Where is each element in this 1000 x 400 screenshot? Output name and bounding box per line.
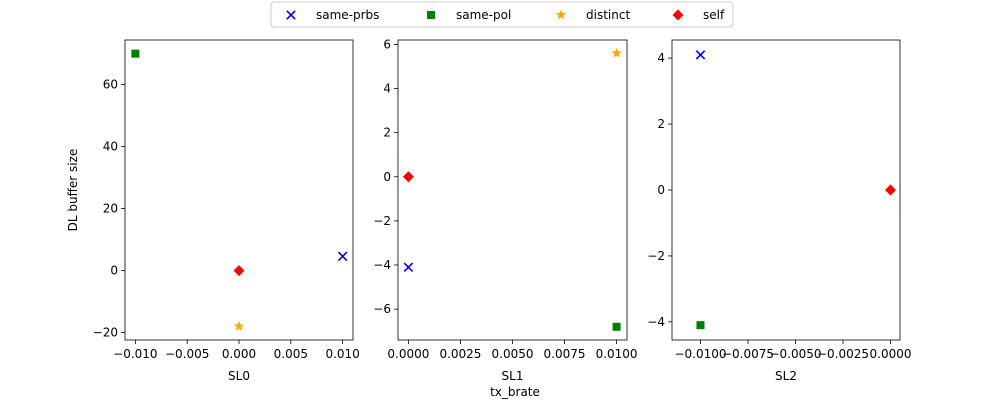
y-tick-label: 4 (383, 82, 391, 96)
point-same-prbs-stroke-b (695, 50, 706, 60)
legend-item-distinct: distinct (555, 8, 630, 22)
legend-label: same-prbs (316, 8, 379, 22)
y-tick-label: −20 (93, 326, 118, 340)
legend-label: self (703, 8, 725, 22)
y-tick-label: −4 (373, 258, 391, 272)
point-self (233, 265, 245, 277)
legend-marker-same-prbs-stroke-b (286, 10, 296, 20)
x-axis-label: SL0 (228, 369, 250, 383)
y-axis-label: DL buffer size (66, 149, 80, 232)
legend-marker-self (672, 9, 684, 21)
shared-x-axis-label: tx_brate (490, 385, 540, 399)
legend-marker-distinct (555, 9, 567, 20)
legend-item-same-pol: same-pol (427, 8, 511, 22)
point-same-prbs (695, 50, 706, 60)
y-tick-label: 4 (657, 51, 665, 65)
x-tick-label: 0.0025 (439, 347, 481, 361)
x-tick-label: 0.0050 (492, 347, 534, 361)
x-tick-label: 0.005 (274, 347, 308, 361)
x-axis-label: SL1 (502, 369, 524, 383)
y-tick-label: 0 (657, 183, 665, 197)
axes-frame (124, 39, 354, 341)
point-self (885, 184, 896, 196)
legend-label: distinct (586, 8, 630, 22)
x-tick-label: −0.010 (113, 347, 157, 361)
x-tick-label: −0.0100 (674, 347, 726, 361)
x-tick-label: 0.0075 (544, 347, 586, 361)
x-tick-label: −0.0075 (722, 347, 774, 361)
y-tick-label: 20 (103, 202, 118, 216)
x-tick-label: −0.0050 (769, 347, 821, 361)
y-tick-label: −6 (373, 302, 391, 316)
point-same-pol (612, 322, 621, 331)
legend-item-same-prbs: same-prbs (286, 8, 379, 22)
point-self (402, 171, 414, 183)
x-tick-label: 0.0000 (387, 347, 429, 361)
x-tick-label: 0.010 (325, 347, 359, 361)
y-tick-label: 6 (383, 37, 391, 51)
subplot-0: −0.010 −0.005 0.000 0.005 0.010 −20 0 20 40 60 SL0 (93, 39, 360, 383)
subplot-panels: −0.010 −0.005 0.000 0.005 0.010−200204060SL0… (93, 37, 912, 383)
point-same-pol (131, 49, 140, 58)
legend: same-prbs same-pol distinct self (270, 1, 734, 28)
y-tick-label: −2 (647, 249, 665, 263)
legend-marker-same-prbs (286, 10, 296, 20)
x-tick-label: −0.0025 (817, 347, 869, 361)
point-same-prbs-stroke-b (337, 251, 348, 262)
x-tick-label: 0.0000 (870, 347, 912, 361)
x-tick-label: 0.0100 (596, 347, 638, 361)
x-tick-label: 0.000 (222, 347, 256, 361)
subplot-2: −0.0100−0.0075−0.0050−0.0025 0.0000 −4 −2 0 2… (647, 39, 912, 383)
point-distinct (611, 47, 622, 58)
y-tick-label: 60 (103, 78, 118, 92)
legend-frame (270, 1, 734, 28)
y-tick-label: 2 (383, 126, 391, 140)
y-tick-label: 2 (657, 117, 665, 131)
legend-marker-same-pol (427, 11, 435, 19)
legend-item-self: self (672, 8, 725, 22)
y-tick-label: −4 (647, 315, 665, 329)
point-same-prbs (403, 262, 414, 272)
point-same-prbs-stroke-b (403, 262, 414, 272)
point-same-pol (696, 321, 705, 330)
y-tick-label: 0 (110, 264, 118, 278)
x-tick-label: −0.005 (165, 347, 209, 361)
axes-frame (671, 39, 901, 341)
legend-label: same-pol (456, 8, 511, 22)
x-axis-label: SL2 (775, 369, 797, 383)
y-tick-label: 0 (383, 170, 391, 184)
subplot-1: 0.0000 0.0025 0.0050 0.0075 0.0100 −6 −4 −2 0 2 4 6… (373, 37, 637, 383)
axes-frame (397, 39, 628, 341)
y-tick-label: −2 (373, 214, 391, 228)
point-distinct (233, 320, 245, 331)
y-tick-label: 40 (103, 140, 118, 154)
point-same-prbs (337, 251, 348, 262)
